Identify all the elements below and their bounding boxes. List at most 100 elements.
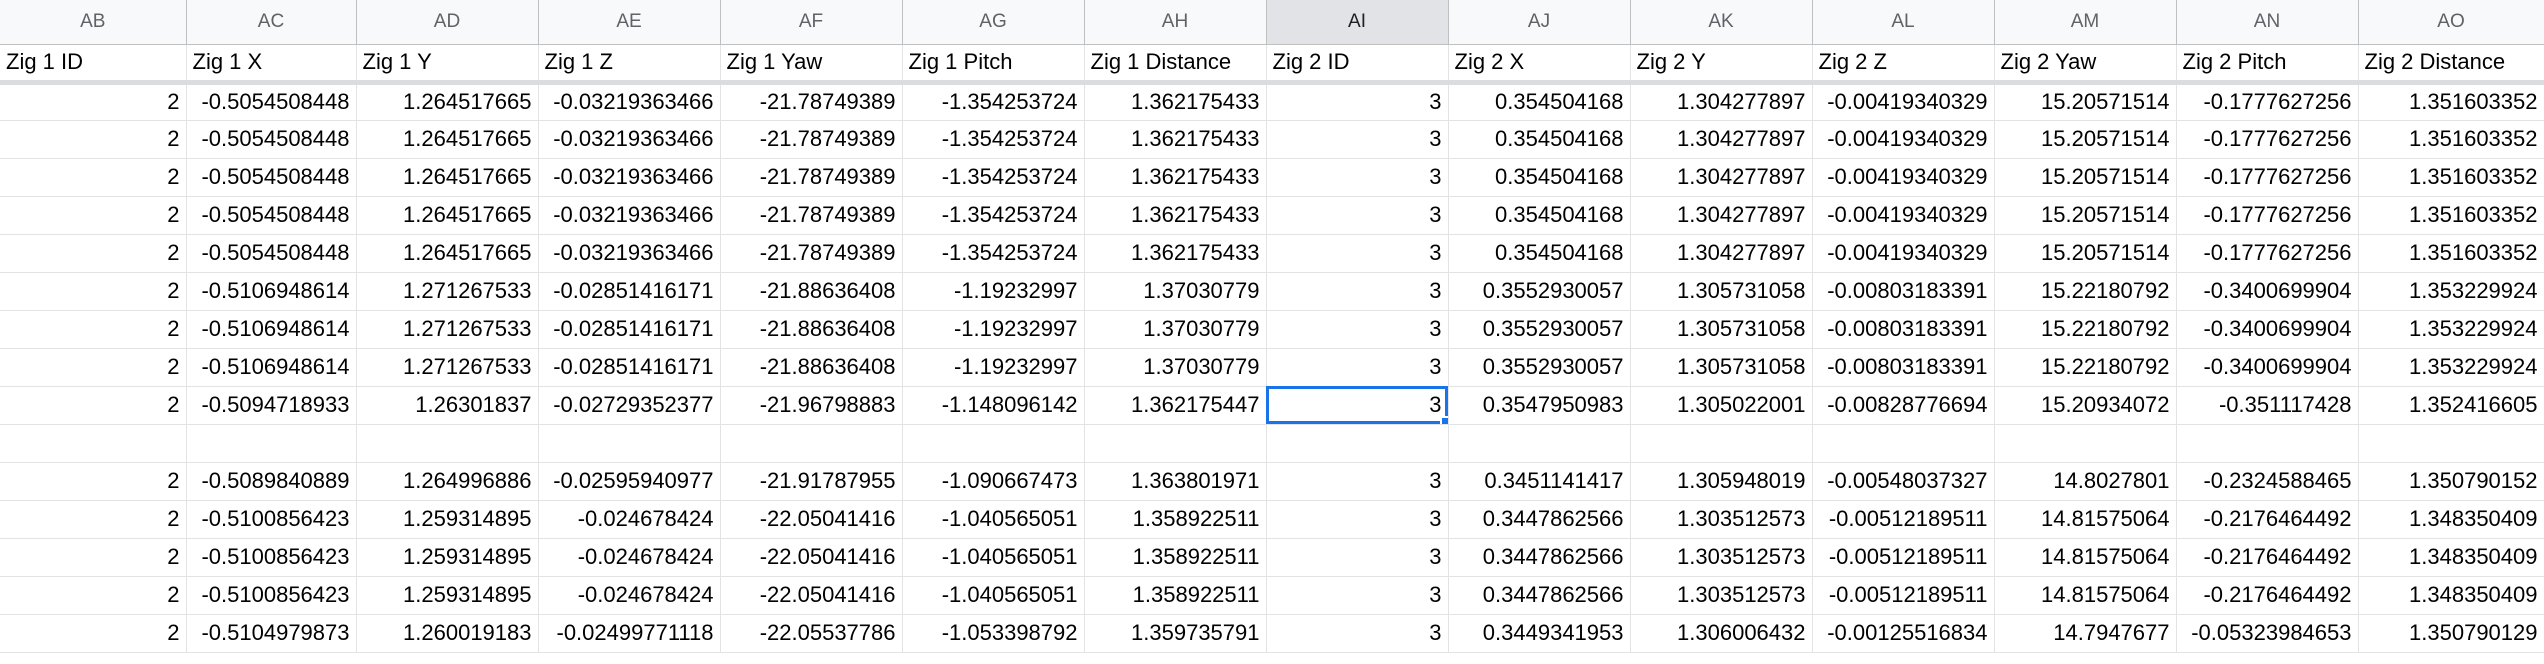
cell[interactable]: -1.090667473 bbox=[902, 462, 1085, 501]
cell[interactable]: 1.350790152 bbox=[2358, 462, 2544, 501]
cell[interactable]: 3 bbox=[1266, 196, 1449, 235]
column-header-ad[interactable]: AD bbox=[356, 0, 539, 45]
cell[interactable]: -0.3400699904 bbox=[2176, 272, 2359, 311]
cell[interactable]: -0.03219363466 bbox=[538, 82, 721, 121]
cell[interactable] bbox=[2358, 424, 2544, 463]
cell[interactable]: -21.78749389 bbox=[720, 234, 903, 273]
cell[interactable]: -1.19232997 bbox=[902, 348, 1085, 387]
cell[interactable]: -21.88636408 bbox=[720, 310, 903, 349]
column-header-ab[interactable]: AB bbox=[0, 0, 187, 45]
cell[interactable]: 1.359735791 bbox=[1084, 614, 1267, 653]
cell[interactable]: -21.78749389 bbox=[720, 158, 903, 197]
cell[interactable]: 1.351603352 bbox=[2358, 82, 2544, 121]
cell[interactable]: -0.2324588465 bbox=[2176, 462, 2359, 501]
cell[interactable]: -0.5106948614 bbox=[186, 348, 357, 387]
column-header-ak[interactable]: AK bbox=[1630, 0, 1813, 45]
cell[interactable]: 1.304277897 bbox=[1630, 158, 1813, 197]
cell[interactable]: -0.02595940977 bbox=[538, 462, 721, 501]
cell[interactable]: -0.02851416171 bbox=[538, 310, 721, 349]
cell[interactable]: 0.3447862566 bbox=[1448, 538, 1631, 577]
cell[interactable]: -0.5054508448 bbox=[186, 158, 357, 197]
cell[interactable]: 15.22180792 bbox=[1994, 348, 2177, 387]
cell[interactable]: 1.304277897 bbox=[1630, 120, 1813, 159]
cell[interactable]: -0.5100856423 bbox=[186, 538, 357, 577]
cell[interactable]: -1.040565051 bbox=[902, 538, 1085, 577]
cell[interactable]: 15.20934072 bbox=[1994, 386, 2177, 425]
header-cell[interactable]: Zig 1 Z bbox=[538, 44, 721, 85]
cell[interactable]: -0.3400699904 bbox=[2176, 310, 2359, 349]
cell[interactable]: 3 bbox=[1266, 500, 1449, 539]
cell[interactable]: 2 bbox=[0, 462, 187, 501]
cell[interactable]: 1.304277897 bbox=[1630, 196, 1813, 235]
cell[interactable]: 0.3547950983 bbox=[1448, 386, 1631, 425]
cell[interactable]: 0.3447862566 bbox=[1448, 500, 1631, 539]
cell[interactable]: -1.354253724 bbox=[902, 158, 1085, 197]
cell[interactable]: -0.024678424 bbox=[538, 500, 721, 539]
cell[interactable]: 1.304277897 bbox=[1630, 234, 1813, 273]
cell[interactable]: 3 bbox=[1266, 462, 1449, 501]
cell[interactable]: 2 bbox=[0, 310, 187, 349]
cell[interactable]: 1.351603352 bbox=[2358, 158, 2544, 197]
cell[interactable]: 1.350790129 bbox=[2358, 614, 2544, 653]
cell[interactable]: -0.00828776694 bbox=[1812, 386, 1995, 425]
cell[interactable]: 14.7947677 bbox=[1994, 614, 2177, 653]
cell[interactable] bbox=[0, 424, 187, 463]
cell[interactable]: 0.3552930057 bbox=[1448, 348, 1631, 387]
cell[interactable]: 1.358922511 bbox=[1084, 576, 1267, 615]
cell[interactable]: 15.22180792 bbox=[1994, 272, 2177, 311]
cell[interactable]: -0.5054508448 bbox=[186, 82, 357, 121]
header-cell[interactable]: Zig 2 Distance bbox=[2358, 44, 2544, 85]
cell[interactable]: -0.05323984653 bbox=[2176, 614, 2359, 653]
cell[interactable]: 1.37030779 bbox=[1084, 310, 1267, 349]
cell[interactable]: -0.02729352377 bbox=[538, 386, 721, 425]
cell[interactable]: -21.78749389 bbox=[720, 82, 903, 121]
header-cell[interactable]: Zig 2 X bbox=[1448, 44, 1631, 85]
cell[interactable]: 1.358922511 bbox=[1084, 500, 1267, 539]
cell[interactable]: 3 bbox=[1266, 614, 1449, 653]
cell[interactable]: -0.5106948614 bbox=[186, 272, 357, 311]
cell[interactable]: -0.5054508448 bbox=[186, 120, 357, 159]
cell[interactable]: -0.00419340329 bbox=[1812, 196, 1995, 235]
cell[interactable]: 1.303512573 bbox=[1630, 538, 1813, 577]
cell[interactable]: -0.00548037327 bbox=[1812, 462, 1995, 501]
cell[interactable]: -0.02499771118 bbox=[538, 614, 721, 653]
cell[interactable]: 0.354504168 bbox=[1448, 120, 1631, 159]
cell[interactable]: 1.259314895 bbox=[356, 500, 539, 539]
cell[interactable]: 1.264517665 bbox=[356, 120, 539, 159]
cell[interactable]: 0.354504168 bbox=[1448, 82, 1631, 121]
cell[interactable]: 1.306006432 bbox=[1630, 614, 1813, 653]
cell[interactable]: 15.22180792 bbox=[1994, 310, 2177, 349]
cell[interactable]: -0.00419340329 bbox=[1812, 234, 1995, 273]
cell[interactable]: 1.353229924 bbox=[2358, 348, 2544, 387]
cell[interactable]: 1.303512573 bbox=[1630, 576, 1813, 615]
cell[interactable]: 1.362175433 bbox=[1084, 120, 1267, 159]
cell[interactable] bbox=[1266, 424, 1449, 463]
cell[interactable]: -21.88636408 bbox=[720, 348, 903, 387]
column-header-al[interactable]: AL bbox=[1812, 0, 1995, 45]
cell[interactable]: 2 bbox=[0, 576, 187, 615]
cell[interactable]: -1.354253724 bbox=[902, 82, 1085, 121]
cell[interactable]: -0.00419340329 bbox=[1812, 158, 1995, 197]
cell[interactable]: 1.351603352 bbox=[2358, 120, 2544, 159]
cell[interactable]: -21.88636408 bbox=[720, 272, 903, 311]
cell[interactable]: 1.271267533 bbox=[356, 348, 539, 387]
cell[interactable]: -0.024678424 bbox=[538, 576, 721, 615]
cell[interactable]: 2 bbox=[0, 386, 187, 425]
cell[interactable]: 3 bbox=[1266, 234, 1449, 273]
cell[interactable]: -0.00419340329 bbox=[1812, 120, 1995, 159]
cell[interactable]: 1.264517665 bbox=[356, 234, 539, 273]
cell[interactable]: -0.00803183391 bbox=[1812, 348, 1995, 387]
column-header-ai[interactable]: AI bbox=[1266, 0, 1449, 45]
cell[interactable]: 2 bbox=[0, 538, 187, 577]
header-cell[interactable]: Zig 2 Yaw bbox=[1994, 44, 2177, 85]
cell[interactable]: 3 bbox=[1266, 158, 1449, 197]
column-header-af[interactable]: AF bbox=[720, 0, 903, 45]
fill-handle[interactable] bbox=[1439, 415, 1447, 423]
cell[interactable]: 1.362175433 bbox=[1084, 158, 1267, 197]
header-cell[interactable]: Zig 2 Z bbox=[1812, 44, 1995, 85]
cell[interactable]: -1.354253724 bbox=[902, 196, 1085, 235]
cell[interactable] bbox=[1084, 424, 1267, 463]
cell[interactable]: 15.20571514 bbox=[1994, 120, 2177, 159]
cell[interactable]: 14.81575064 bbox=[1994, 538, 2177, 577]
